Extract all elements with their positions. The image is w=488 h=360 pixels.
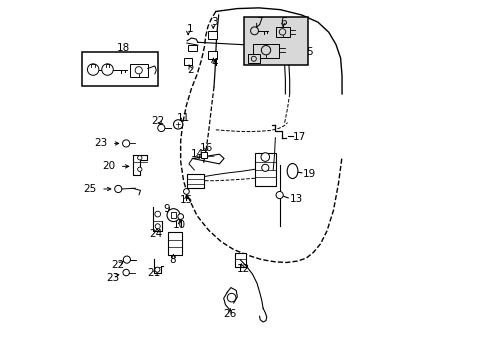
Text: 23: 23 [94, 139, 107, 148]
Bar [184, 58, 192, 65]
Bar [187, 45, 196, 51]
Bar [247, 54, 259, 63]
Circle shape [158, 125, 164, 132]
Circle shape [227, 293, 235, 302]
Circle shape [137, 167, 142, 171]
Text: 18: 18 [117, 44, 130, 53]
Text: 5: 5 [305, 46, 312, 57]
Circle shape [261, 45, 270, 55]
Bar [244, 17, 307, 65]
Text: 23: 23 [106, 273, 119, 283]
Circle shape [167, 209, 180, 222]
Text: 12: 12 [237, 264, 250, 274]
Text: 1: 1 [186, 24, 193, 35]
Text: 3: 3 [211, 17, 217, 27]
Bar [201, 152, 207, 158]
Bar [255, 153, 276, 186]
Text: 4: 4 [211, 58, 217, 68]
Bar [234, 253, 246, 267]
Circle shape [115, 185, 122, 193]
Circle shape [122, 140, 129, 147]
Text: 9: 9 [163, 204, 169, 215]
Bar [82, 52, 158, 86]
Text: 20: 20 [102, 161, 115, 171]
Circle shape [250, 27, 258, 35]
Text: 17: 17 [293, 132, 306, 142]
Circle shape [123, 256, 130, 263]
Text: 25: 25 [83, 184, 97, 194]
Text: 16: 16 [200, 143, 213, 153]
Text: 11: 11 [177, 113, 190, 123]
Circle shape [135, 67, 142, 74]
Text: 19: 19 [303, 168, 316, 179]
Ellipse shape [286, 163, 297, 179]
Text: 14: 14 [190, 149, 203, 159]
Bar [168, 232, 182, 255]
Circle shape [173, 120, 183, 129]
Circle shape [251, 56, 256, 61]
Bar [187, 174, 204, 188]
Bar [130, 64, 147, 77]
Circle shape [155, 211, 160, 217]
Text: 21: 21 [147, 268, 161, 278]
Circle shape [183, 189, 189, 194]
Circle shape [276, 192, 283, 199]
Circle shape [279, 29, 285, 35]
Circle shape [87, 64, 99, 75]
Bar [253, 44, 279, 58]
Text: 13: 13 [289, 194, 302, 204]
Circle shape [102, 64, 113, 75]
Bar [170, 212, 176, 218]
Circle shape [122, 269, 129, 276]
Circle shape [155, 267, 160, 272]
Bar [207, 31, 217, 39]
Circle shape [178, 214, 183, 220]
Circle shape [155, 224, 160, 229]
Text: 6: 6 [280, 17, 286, 27]
Bar [276, 27, 289, 37]
Text: 26: 26 [223, 309, 236, 319]
Bar [207, 51, 217, 59]
Text: 15: 15 [180, 195, 193, 205]
Text: 8: 8 [169, 255, 176, 265]
Circle shape [137, 156, 142, 160]
Text: 10: 10 [172, 220, 185, 230]
Text: 22: 22 [151, 116, 164, 126]
Text: 2: 2 [187, 64, 194, 75]
Text: 24: 24 [149, 229, 162, 239]
Text: 22: 22 [111, 260, 124, 270]
Circle shape [261, 153, 269, 161]
Text: 7: 7 [256, 17, 263, 27]
Circle shape [261, 164, 268, 171]
